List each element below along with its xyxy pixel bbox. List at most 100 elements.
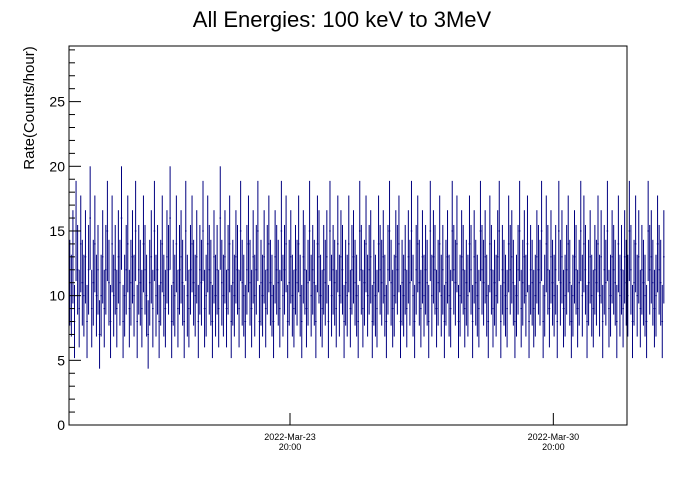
data-point bbox=[565, 224, 568, 315]
data-point bbox=[429, 180, 432, 282]
y-tick-label: 15 bbox=[49, 223, 65, 239]
data-point bbox=[601, 284, 604, 359]
data-point bbox=[156, 224, 159, 315]
x-tick-label-time: 20:00 bbox=[279, 442, 302, 452]
data-point bbox=[95, 254, 98, 337]
y-tick-label: 0 bbox=[57, 417, 65, 433]
data-point bbox=[184, 180, 187, 282]
data-point bbox=[83, 254, 85, 337]
data-point bbox=[169, 166, 171, 270]
data-point bbox=[377, 195, 380, 293]
data-point bbox=[329, 180, 331, 282]
data-point bbox=[572, 254, 574, 337]
data-point bbox=[338, 254, 341, 337]
data-point bbox=[449, 269, 452, 348]
data-point bbox=[639, 269, 642, 348]
data-point bbox=[147, 300, 149, 369]
data-point bbox=[395, 210, 397, 304]
data-point bbox=[463, 269, 466, 348]
data-point bbox=[355, 254, 358, 337]
data-point bbox=[636, 254, 638, 337]
data-point bbox=[435, 269, 438, 348]
data-point bbox=[443, 284, 446, 359]
data-point bbox=[322, 224, 325, 315]
data-point bbox=[598, 254, 601, 337]
data-point bbox=[297, 195, 300, 293]
data-point bbox=[412, 254, 414, 337]
data-point bbox=[266, 224, 269, 315]
data-point bbox=[641, 224, 643, 315]
data-point bbox=[490, 224, 493, 315]
data-point bbox=[277, 239, 280, 326]
data-point bbox=[116, 269, 118, 348]
data-point bbox=[98, 300, 101, 369]
data-point bbox=[206, 195, 209, 293]
data-point bbox=[148, 239, 151, 326]
data-point bbox=[478, 269, 480, 348]
data-point bbox=[282, 254, 284, 337]
data-point bbox=[642, 239, 645, 326]
data-point bbox=[504, 254, 507, 337]
data-point bbox=[293, 269, 295, 348]
data-point bbox=[308, 180, 311, 282]
data-point bbox=[503, 239, 505, 326]
data-point bbox=[507, 195, 510, 293]
data-point bbox=[90, 269, 93, 348]
data-point bbox=[448, 254, 450, 337]
data-point bbox=[402, 254, 405, 337]
data-point bbox=[465, 239, 468, 326]
data-point bbox=[404, 224, 406, 315]
x-tick-label-date: 2022-Mar-23 bbox=[264, 432, 316, 442]
data-point bbox=[437, 239, 439, 326]
data-point bbox=[205, 254, 207, 337]
data-point bbox=[299, 254, 301, 337]
data-point bbox=[520, 269, 522, 348]
x-tick-label-time: 20:00 bbox=[542, 442, 565, 452]
data-point bbox=[471, 284, 474, 359]
data-point bbox=[460, 210, 463, 304]
data-point bbox=[172, 239, 175, 326]
data-point bbox=[526, 195, 529, 293]
data-point bbox=[426, 239, 428, 326]
data-point bbox=[257, 180, 259, 282]
data-point bbox=[213, 210, 215, 304]
data-point bbox=[379, 224, 381, 315]
data-point bbox=[543, 254, 546, 337]
plot-frame bbox=[68, 45, 628, 426]
data-point bbox=[166, 210, 168, 304]
data-point bbox=[189, 224, 192, 315]
data-point bbox=[134, 180, 137, 282]
data-point bbox=[583, 195, 585, 293]
data-point bbox=[351, 224, 353, 315]
data-point bbox=[222, 254, 225, 337]
data-point bbox=[540, 180, 543, 282]
data-point bbox=[401, 239, 403, 326]
data-point bbox=[268, 195, 270, 293]
data-point bbox=[344, 239, 347, 326]
data-point bbox=[416, 195, 419, 293]
data-point bbox=[195, 210, 198, 304]
data-point bbox=[136, 284, 138, 359]
data-point bbox=[106, 180, 109, 282]
data-point bbox=[423, 254, 425, 337]
data-point bbox=[349, 269, 352, 348]
data-point bbox=[385, 284, 388, 359]
data-point bbox=[424, 224, 427, 315]
data-point bbox=[227, 224, 229, 315]
data-layer bbox=[69, 166, 665, 369]
data-point bbox=[296, 239, 298, 326]
data-point bbox=[637, 210, 640, 304]
data-point bbox=[247, 195, 250, 293]
data-point bbox=[164, 269, 167, 348]
data-point bbox=[315, 284, 317, 359]
data-point bbox=[87, 224, 90, 315]
data-point bbox=[474, 239, 477, 326]
data-point bbox=[644, 254, 646, 337]
data-point bbox=[567, 195, 570, 293]
data-point bbox=[300, 284, 303, 359]
data-point bbox=[663, 210, 665, 304]
data-point bbox=[131, 210, 134, 304]
data-point bbox=[495, 254, 497, 337]
data-point bbox=[194, 254, 196, 337]
data-point bbox=[655, 254, 657, 337]
